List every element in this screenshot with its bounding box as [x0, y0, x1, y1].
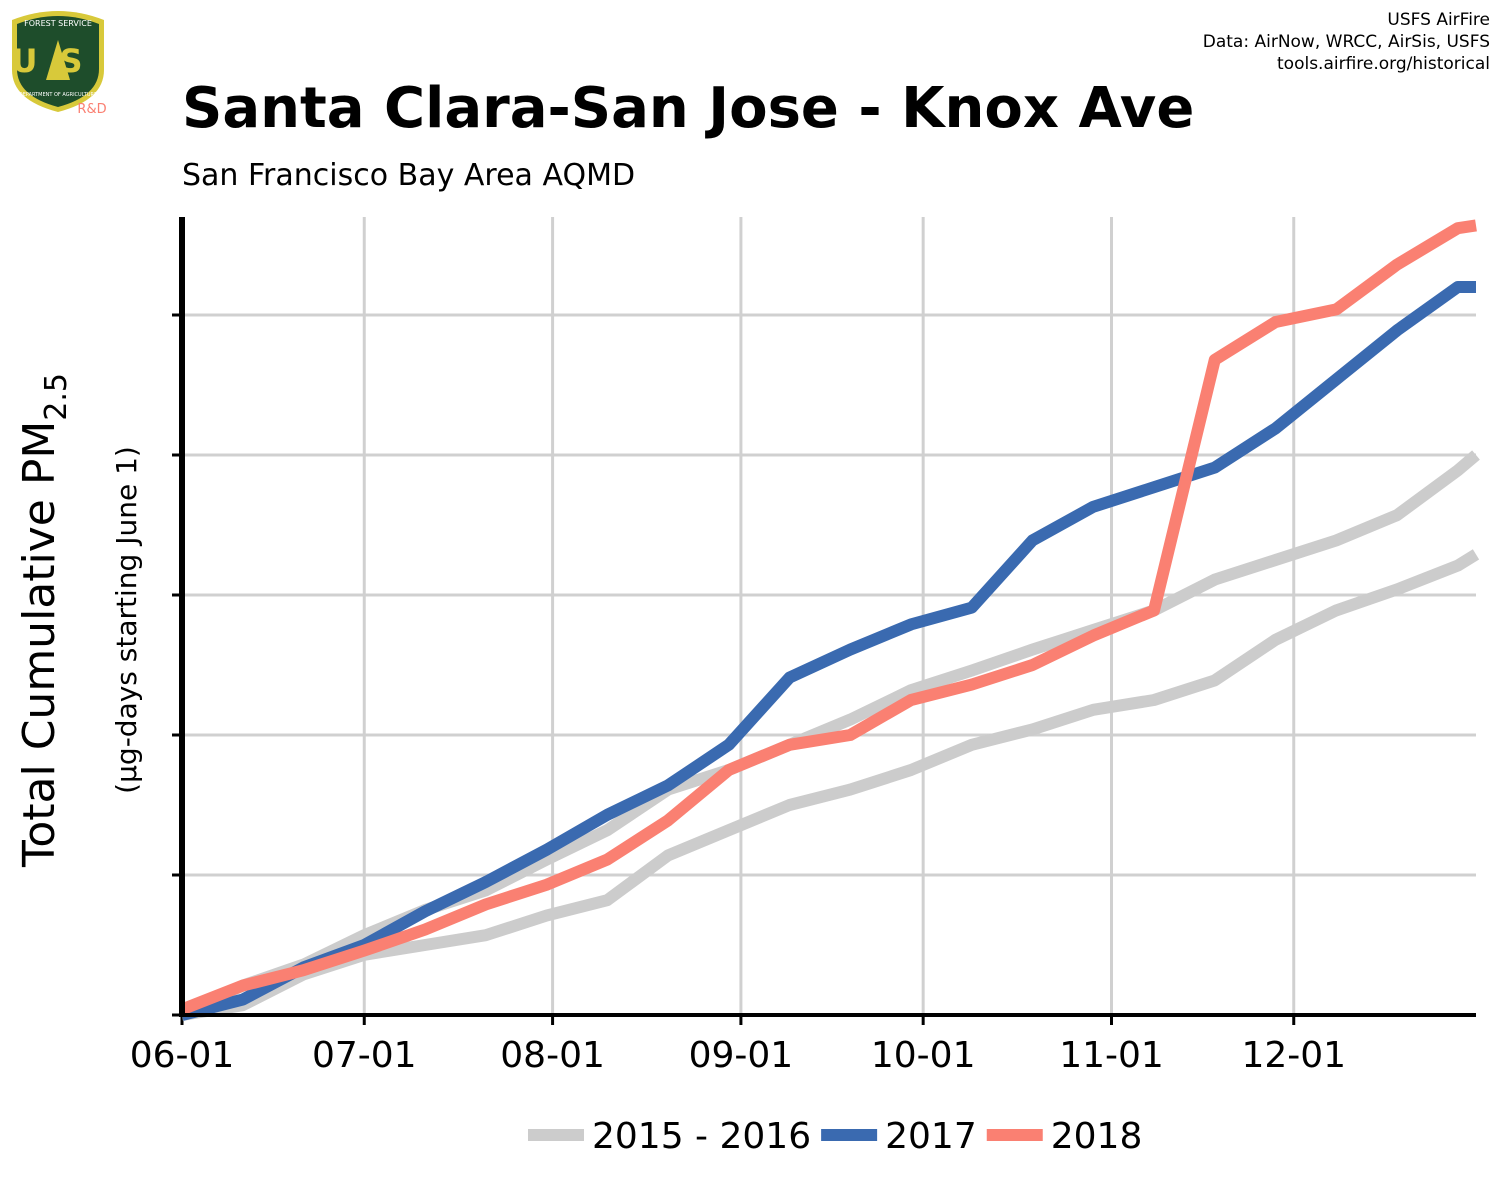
logo-bottom: DEPARTMENT OF AGRICULTURE: [19, 92, 97, 98]
y-label-sub: 2.5: [39, 373, 74, 421]
series-line: [179, 219, 1477, 1015]
chart-title: Santa Clara-San Jose - Knox Ave: [182, 76, 1194, 141]
y-axis-label: Total Cumulative PM2.5: [14, 373, 74, 868]
x-tick-label: 11-01: [1059, 1035, 1164, 1076]
logo-tag: R&D: [77, 102, 106, 117]
y-axis-note: (µg-days starting June 1): [110, 446, 143, 794]
x-tick-label: 06-01: [130, 1035, 235, 1076]
logo: FOREST SERVICE US DEPARTMENT OF AGRICULT…: [11, 11, 107, 117]
logo-letters: US: [11, 42, 104, 80]
credit: Data: AirNow, WRCC, AirSis, USFS: [1203, 32, 1490, 52]
legend-label: 2018: [1051, 1116, 1143, 1157]
legend-label: 2015 - 2016: [592, 1116, 811, 1157]
x-tick-label: 07-01: [312, 1035, 417, 1076]
series-line: [180, 281, 1476, 1021]
series-line: [181, 549, 1480, 1021]
chart-subtitle: San Francisco Bay Area AQMD: [182, 158, 635, 193]
x-tick-label: 12-01: [1241, 1035, 1346, 1076]
credit: USFS AirFire: [1387, 10, 1490, 30]
logo-tree: [46, 40, 70, 80]
x-tick-label: 10-01: [871, 1035, 976, 1076]
legend-label: 2017: [885, 1116, 977, 1157]
y-label-main: Total Cumulative PM: [14, 421, 65, 868]
credit: tools.airfire.org/historical: [1277, 54, 1490, 74]
logo-top: FOREST SERVICE: [24, 19, 92, 28]
x-tick-label: 08-01: [500, 1035, 605, 1076]
x-tick-label: 09-01: [689, 1035, 794, 1076]
